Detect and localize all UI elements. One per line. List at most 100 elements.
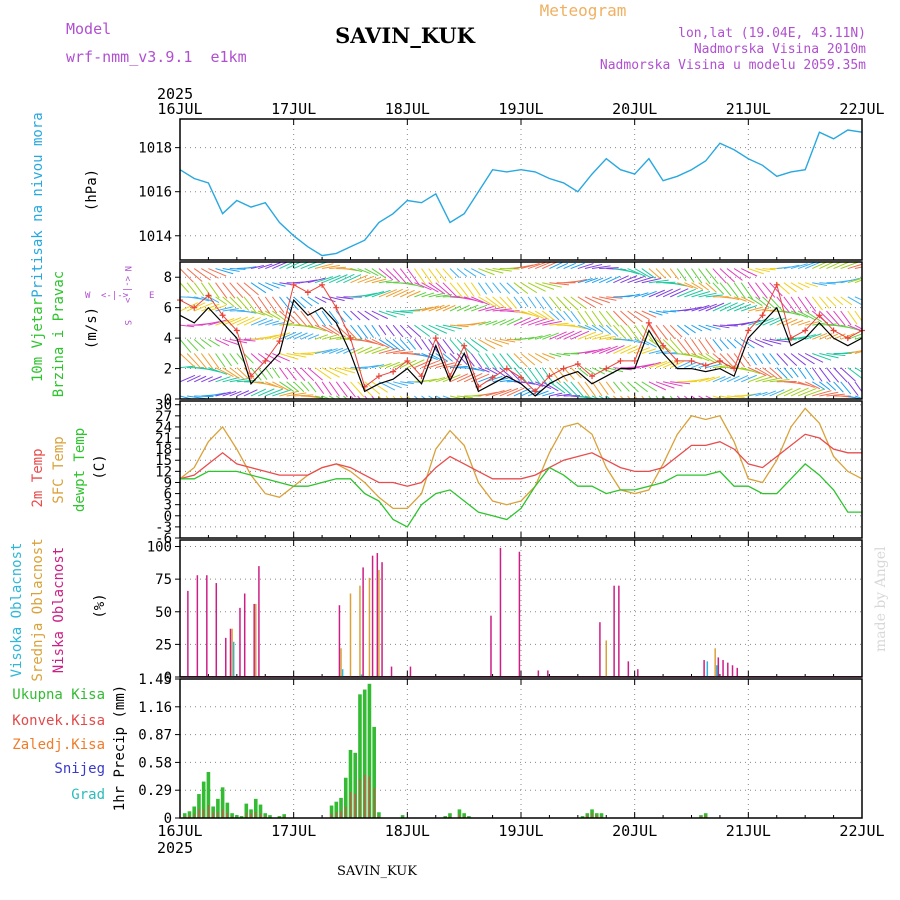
wind-arrow xyxy=(797,296,810,313)
wind-arrow xyxy=(542,353,556,359)
y-tick-label: 0.58 xyxy=(138,755,172,771)
y-tick-label: 30 xyxy=(155,398,172,414)
wind-arrow xyxy=(392,324,404,338)
wind-arrow xyxy=(527,353,543,364)
wind-arrow xyxy=(655,324,669,341)
pressure-unit-label: (hPa) xyxy=(84,169,100,211)
wind-arrow xyxy=(229,367,246,381)
wind-arrow xyxy=(385,310,406,316)
wind-arrow xyxy=(215,268,234,275)
wind-arrow xyxy=(634,292,649,298)
wind-arrow xyxy=(265,320,280,326)
wind-arrow xyxy=(449,353,460,363)
x-tick-label-bottom: 17JUL xyxy=(271,822,316,840)
wind-arrow xyxy=(321,264,340,270)
y-tick-label: 6 xyxy=(164,487,172,503)
wind-arrow xyxy=(399,395,404,399)
wind-arrow xyxy=(371,268,387,279)
panel-frame xyxy=(179,261,863,400)
rain-conv-bar xyxy=(283,816,285,818)
wind-arrow xyxy=(485,338,503,347)
wind-arrow xyxy=(634,324,647,342)
wind-arrow xyxy=(684,395,689,399)
wind-arrow xyxy=(449,339,463,355)
wind-arrow xyxy=(535,381,552,390)
wind-arrow xyxy=(542,282,562,288)
wind-arrow xyxy=(805,333,822,340)
rain-total-bar xyxy=(211,806,215,818)
wind-arrow xyxy=(591,277,604,284)
wind-arrow xyxy=(577,395,596,399)
wind-arrow xyxy=(819,310,835,326)
wind-arrow xyxy=(194,296,210,302)
wind-arrow xyxy=(534,310,550,320)
wind-arrow xyxy=(776,353,789,366)
y-tick-label: 0 xyxy=(164,811,172,827)
rain-total-bar xyxy=(443,816,448,818)
rain-total-bar xyxy=(362,689,367,818)
wind-arrow xyxy=(840,381,852,395)
wind-arrow xyxy=(755,391,768,397)
wind-arrow xyxy=(314,334,329,340)
wind-arrow xyxy=(193,338,206,350)
wind-arrow xyxy=(549,322,569,326)
wind-arrow xyxy=(599,335,616,340)
wind-arrow xyxy=(570,310,581,325)
wind-arrow xyxy=(236,379,257,383)
rain-conv-bar xyxy=(193,813,195,818)
rain-total-bar xyxy=(220,787,225,818)
wind-arrow xyxy=(641,348,656,354)
wind-arrow xyxy=(712,302,732,312)
wind-arrow xyxy=(584,324,597,332)
wind-arrow xyxy=(804,296,817,312)
panel-clouds: 0 25 50 75 100 xyxy=(147,539,863,686)
wind-arrow xyxy=(776,367,788,379)
wind-arrow xyxy=(250,310,265,316)
wind-arrow xyxy=(570,262,585,270)
wind-arrow xyxy=(769,338,790,343)
wind-arrow xyxy=(485,268,504,274)
wind-arrow xyxy=(428,282,446,295)
wind-arrow xyxy=(236,390,250,397)
wind-arrow xyxy=(193,268,211,281)
wind-arrow xyxy=(421,378,437,383)
wind-arrow xyxy=(598,310,612,328)
rain-total-bar xyxy=(263,813,268,818)
rain-total-bar xyxy=(599,813,604,818)
wind-arrow xyxy=(293,381,305,393)
compass-ew-arrows: <-|-> xyxy=(101,291,129,301)
wind-arrow xyxy=(286,262,302,269)
wind-arrow xyxy=(712,282,725,295)
wind-arrow xyxy=(783,264,800,270)
wind-arrow xyxy=(258,334,278,340)
wind-arrow xyxy=(556,310,566,321)
rain-total-bar xyxy=(230,813,234,818)
wind-arrow xyxy=(457,395,473,399)
wind-arrow xyxy=(755,268,770,273)
wind-arrow xyxy=(542,381,559,392)
wind-arrow xyxy=(748,338,764,348)
wind-arrow xyxy=(762,317,780,326)
x-tick-label-top: 18JUL xyxy=(385,100,430,118)
wind-arrow xyxy=(378,268,394,281)
wind-arrow xyxy=(201,367,220,373)
wind-arrow xyxy=(755,375,774,383)
wind-arrow xyxy=(186,268,203,282)
wind-arrow xyxy=(691,324,703,332)
wind-arrow xyxy=(762,282,776,298)
wind-arrow xyxy=(471,268,486,277)
wind-arrow xyxy=(556,262,569,269)
wind-arrow xyxy=(805,282,818,288)
wind-arrow xyxy=(364,291,385,298)
wind-arrow xyxy=(847,350,862,354)
wind-arrow xyxy=(286,331,303,340)
wind-arrow xyxy=(698,282,710,291)
wind-arrow xyxy=(527,310,545,319)
wind-arrow xyxy=(385,361,400,369)
wind-arrow xyxy=(414,353,433,359)
wind-arrow xyxy=(471,367,485,372)
wind-arrow xyxy=(180,374,196,383)
wind-arrow xyxy=(762,338,782,345)
wind-arrow xyxy=(811,367,823,382)
wind-arrow xyxy=(840,367,856,382)
